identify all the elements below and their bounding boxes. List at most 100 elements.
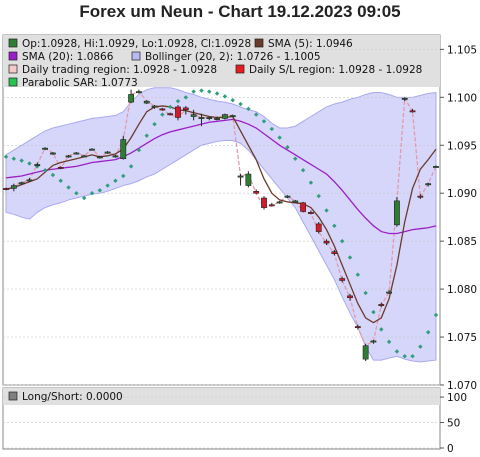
candle — [323, 239, 330, 245]
candle-body — [175, 106, 181, 118]
candle-body — [50, 152, 56, 155]
candle — [206, 116, 213, 121]
sar-point — [81, 195, 87, 201]
sar-point — [355, 272, 361, 277]
sar-point — [19, 158, 24, 163]
sar-point — [207, 89, 212, 94]
sar-point — [3, 154, 9, 159]
sma20-line — [5, 118, 437, 235]
sar-point — [74, 191, 79, 196]
sar-point — [379, 327, 384, 332]
sar-point — [144, 133, 149, 138]
y-tick-label: 1.090 — [447, 188, 477, 200]
candle-body — [284, 195, 291, 198]
legend-swatch — [131, 51, 141, 61]
candle-body — [65, 155, 72, 158]
legend-label: SMA (5): 1.0946 — [268, 38, 353, 50]
candle-body — [401, 97, 408, 100]
candle — [96, 155, 103, 159]
candle-body — [89, 148, 95, 151]
candle-body — [34, 164, 41, 166]
candle-body — [96, 156, 103, 159]
candle — [253, 189, 260, 195]
candle — [347, 293, 353, 301]
legend-swatch — [8, 64, 18, 74]
candle — [222, 113, 228, 120]
candle — [354, 324, 361, 330]
candle-body — [81, 155, 88, 158]
candle — [401, 97, 408, 102]
candle — [370, 339, 377, 344]
candle — [104, 151, 111, 154]
candle — [300, 201, 306, 213]
sar-point — [347, 255, 353, 260]
candle-body — [222, 114, 228, 119]
candle-body — [112, 155, 119, 158]
sar-point — [293, 156, 298, 161]
sar-point — [11, 156, 17, 161]
legend-swatch — [254, 38, 264, 48]
candle-body — [331, 251, 338, 254]
legend-label: Parabolic SAR: 1.0773 — [22, 77, 138, 89]
candle-body — [386, 291, 392, 294]
legend-label: Daily trading region: 1.0928 - 1.0928 — [22, 64, 217, 76]
candle — [425, 182, 432, 187]
candle-body — [57, 167, 64, 169]
candle — [417, 194, 424, 199]
candlestick-series — [3, 89, 439, 362]
sar-point — [183, 95, 189, 100]
candle-body — [120, 139, 127, 159]
sar-point — [324, 208, 329, 213]
long-short-label: Long/Short: 0.0000 — [22, 391, 123, 403]
sar-point — [277, 135, 282, 140]
candle — [81, 154, 88, 158]
candle — [136, 89, 142, 94]
sar-point — [113, 178, 118, 183]
candle — [26, 177, 33, 182]
candle — [245, 171, 252, 188]
sar-point — [27, 161, 32, 166]
y-tick-label: 1.105 — [447, 44, 477, 56]
candle-body — [292, 200, 299, 203]
candle — [73, 151, 80, 155]
candle-body — [354, 326, 361, 329]
candle-body — [237, 175, 244, 178]
candle-body — [104, 151, 111, 154]
sar-point — [425, 330, 431, 335]
legend-label: SMA (20): 1.0866 — [22, 51, 114, 63]
candle — [394, 197, 400, 227]
candle — [308, 210, 314, 215]
candle-body — [276, 201, 283, 204]
sar-point — [339, 238, 345, 244]
candle — [42, 147, 48, 151]
candle-body — [136, 91, 142, 94]
y-tick-label: 1.075 — [447, 332, 477, 344]
legend-area — [3, 35, 440, 87]
price-axis: 1.105 1.100 1.095 1.090 1.085 1.080 1.075 1.070 — [440, 44, 477, 392]
candle-body — [362, 345, 369, 360]
y-tick-label: 1.100 — [447, 92, 477, 104]
candle — [229, 114, 236, 118]
candle — [276, 200, 283, 204]
sar-point — [58, 178, 63, 183]
sar-point — [199, 88, 204, 93]
chart-title: Forex um Neun - Chart 19.12.2023 09:05 — [79, 2, 401, 21]
candle-body — [253, 191, 260, 194]
candle — [261, 196, 267, 210]
candle-body — [18, 182, 25, 185]
legend-swatch — [235, 64, 245, 74]
candle — [120, 135, 127, 160]
candle-body — [151, 105, 158, 108]
candle — [34, 162, 41, 167]
candle — [50, 151, 56, 155]
sar-point — [214, 91, 220, 96]
candle-body — [417, 195, 424, 198]
candle-body — [214, 118, 220, 120]
candle — [151, 105, 158, 109]
candle-body — [315, 223, 322, 232]
candle — [284, 195, 291, 199]
sar-point — [308, 180, 314, 185]
legend-swatch — [8, 51, 18, 61]
sar-point — [433, 312, 439, 318]
